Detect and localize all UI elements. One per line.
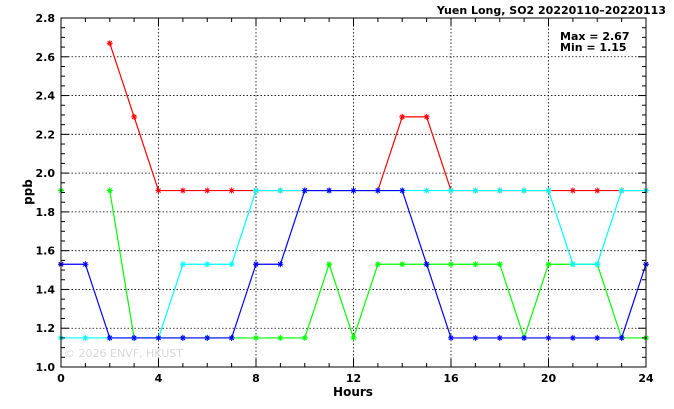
data-point: [448, 187, 454, 194]
data-point: [594, 261, 601, 268]
data-point: [399, 113, 406, 120]
data-point: [106, 40, 113, 47]
data-point: [374, 261, 381, 268]
y-tick-label: 1.0: [36, 361, 56, 374]
axis-labels: 0 4 8 12 16 20 24 1.0 1.2 1.4 1.6 1.8 2.0 2.2 2.4 2.6 2.…: [36, 12, 654, 385]
data-point: [569, 187, 576, 194]
y-axis-title: ppb: [21, 179, 35, 205]
y-tick-label: 1.4: [36, 283, 56, 296]
y-tick-label: 2.2: [36, 128, 56, 141]
min-annotation: Min = 1.15: [560, 41, 627, 54]
x-tick-label: 12: [346, 372, 361, 385]
data-point: [277, 334, 284, 341]
data-point: [350, 334, 357, 341]
data-point: [204, 261, 211, 268]
y-tick-label: 2.0: [36, 167, 56, 180]
data-point: [545, 261, 552, 268]
data-point: [472, 187, 479, 194]
data-point: [545, 334, 552, 341]
x-tick-label: 16: [443, 372, 459, 385]
data-point: [618, 334, 625, 341]
data-point: [131, 334, 138, 341]
data-point: [496, 261, 503, 268]
data-point: [301, 334, 308, 341]
data-point: [423, 113, 430, 120]
data-point: [131, 113, 138, 120]
data-point: [179, 187, 186, 194]
data-point: [569, 261, 576, 268]
data-point: [326, 187, 333, 194]
data-point: [399, 187, 406, 194]
data-point: [106, 187, 113, 194]
data-point: [521, 187, 528, 194]
data-point: [618, 187, 625, 194]
data-point: [448, 334, 454, 341]
data-point: [228, 334, 235, 341]
data-point: [277, 261, 284, 268]
x-tick-label: 0: [57, 372, 65, 385]
data-point: [204, 187, 211, 194]
data-point: [179, 334, 186, 341]
data-point: [423, 261, 430, 268]
y-tick-label: 1.6: [36, 245, 56, 258]
data-point: [350, 187, 357, 194]
data-point: [423, 187, 430, 194]
x-tick-label: 24: [638, 372, 654, 385]
data-point: [155, 187, 162, 194]
data-point: [496, 187, 503, 194]
data-point: [82, 334, 89, 341]
data-point: [472, 334, 479, 341]
data-point: [374, 187, 381, 194]
x-axis-title: Hours: [333, 385, 373, 399]
y-tick-label: 2.4: [36, 90, 56, 103]
x-tick-label: 8: [252, 372, 260, 385]
data-point: [472, 261, 479, 268]
data-point: [569, 334, 576, 341]
watermark: © 2026 ENVF, HKUST: [64, 347, 183, 360]
chart-title: Yuen Long, SO2 20220110–20220113: [436, 4, 666, 17]
y-tick-label: 2.6: [36, 51, 56, 64]
x-tick-label: 20: [541, 372, 557, 385]
data-point: [594, 187, 601, 194]
data-point: [228, 187, 235, 194]
y-tick-label: 1.8: [36, 206, 56, 219]
data-point: [179, 261, 186, 268]
ticks: [60, 17, 647, 368]
data-point: [253, 334, 259, 341]
data-point: [228, 261, 235, 268]
data-point: [326, 261, 333, 268]
data-point: [594, 334, 601, 341]
data-point: [301, 187, 308, 194]
max-annotation: Max = 2.67: [560, 30, 629, 43]
data-point: [82, 261, 89, 268]
data-point: [448, 261, 454, 268]
data-point: [277, 187, 284, 194]
data-point: [106, 334, 113, 341]
data-point: [521, 334, 528, 341]
data-point: [253, 187, 259, 194]
x-tick-label: 4: [155, 372, 163, 385]
data-point: [545, 187, 552, 194]
grid: [61, 18, 646, 367]
data-point: [496, 334, 503, 341]
data-point: [253, 261, 259, 268]
y-tick-label: 2.8: [36, 12, 56, 25]
y-tick-label: 1.2: [36, 322, 56, 335]
series-line: [109, 43, 646, 192]
data-point: [204, 334, 211, 341]
data-point: [155, 334, 162, 341]
data-point: [399, 261, 406, 268]
